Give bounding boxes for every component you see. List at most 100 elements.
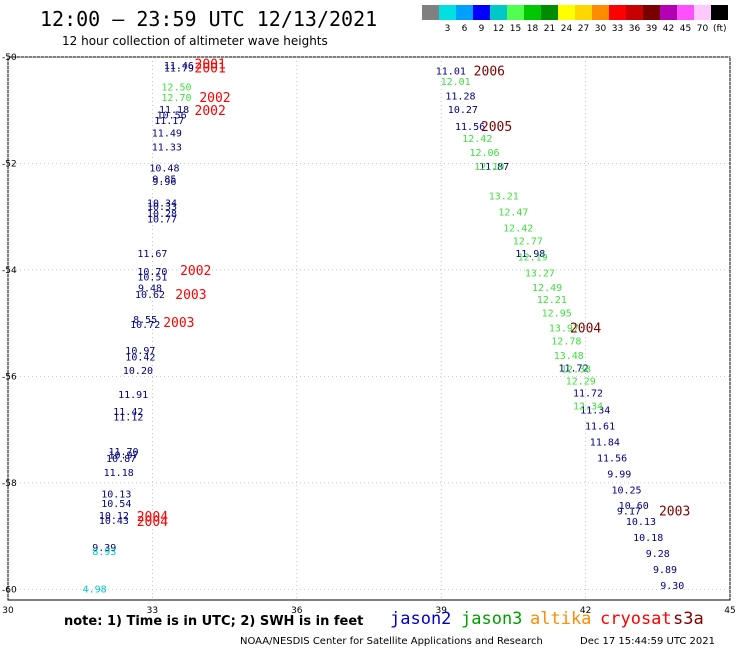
data-label: 9.85 (152, 174, 176, 185)
scale-swatch (660, 5, 677, 20)
data-label: 10.97 (108, 451, 138, 462)
hour-annotation: 2004 (137, 515, 168, 530)
data-label: 11.72 (559, 363, 589, 374)
scale-label: 24 (561, 24, 573, 34)
data-label: 12.78 (551, 337, 581, 348)
scale-label: 21 (544, 24, 555, 34)
data-label: 12.34 (573, 402, 603, 413)
data-label: 10.87 (106, 454, 136, 465)
scale-swatch (456, 5, 473, 20)
data-label: 10.25 (611, 485, 641, 496)
y-tick-label: -54 (2, 266, 17, 276)
data-label: 11.17 (154, 116, 184, 127)
hour-annotation: 2002 (199, 91, 230, 106)
legend-altika: altika (530, 609, 591, 629)
scale-label: 42 (663, 24, 674, 34)
scale-label: 18 (527, 24, 539, 34)
y-tick-label: -60 (2, 585, 17, 595)
legend-jason3: jason3 (461, 609, 522, 629)
scale-swatch (609, 5, 626, 20)
scale-swatch (541, 5, 558, 20)
legend-cryosat: cryosat (600, 609, 672, 629)
scale-swatch (694, 5, 711, 20)
data-label: 12.95 (542, 309, 572, 320)
data-label: 10.34 (147, 198, 177, 209)
scale-swatch (626, 5, 643, 20)
data-label: 12.49 (532, 283, 562, 294)
scale-label: 36 (629, 24, 641, 34)
data-label: 10.54 (101, 499, 131, 510)
data-label: 11.12 (113, 412, 143, 423)
y-tick-label: -58 (2, 479, 17, 489)
data-label: 9.89 (653, 565, 677, 576)
scale-swatch (558, 5, 575, 20)
data-label: 11.46 (164, 61, 194, 72)
chart-title: 12:00 – 23:59 UTC 12/13/2021 (40, 7, 377, 31)
scale-swatch (473, 5, 490, 20)
data-label: 10.42 (125, 353, 155, 364)
data-label: 11.61 (585, 421, 615, 432)
data-label: 11.18 (159, 105, 189, 116)
data-label: 10.77 (147, 214, 177, 225)
data-label: 12.19 (474, 162, 504, 173)
legend-jason2: jason2 (390, 609, 451, 629)
scale-label: 30 (595, 24, 607, 34)
y-tick-label: -56 (2, 372, 17, 382)
data-label: 11.34 (580, 405, 610, 416)
scale-label: 3 (445, 24, 451, 34)
scale-swatch (592, 5, 609, 20)
scale-label: 12 (493, 24, 504, 34)
data-label: 10.43 (99, 516, 129, 527)
data-label: 11.67 (137, 249, 167, 260)
data-label: 12.06 (469, 148, 499, 159)
scale-label: 33 (612, 24, 623, 34)
data-label: 11.84 (590, 437, 620, 448)
data-label: 10.18 (633, 533, 663, 544)
plot-area: 30 33 36 39 42 45 -50 -52 -54 -56 -58 -60 11.4611.79… (2, 53, 736, 616)
data-label: 12.42 (462, 134, 492, 145)
hour-annotation: 2001 (195, 57, 226, 72)
data-label: 9.99 (607, 469, 631, 480)
hour-annotation: 2002 (180, 264, 211, 279)
scale-swatch (507, 5, 524, 20)
data-label: 10.28 (147, 209, 177, 220)
data-label: 12.50 (161, 82, 191, 93)
hour-annotation: 2001 (195, 62, 226, 77)
data-label: 9.28 (646, 549, 670, 560)
hour-annotation: 2004 (570, 321, 601, 336)
data-label: 11.91 (118, 390, 148, 401)
x-tick-label: 45 (724, 606, 735, 616)
hour-annotation: 2005 (481, 120, 512, 135)
legend-s3a: s3a (673, 609, 704, 629)
data-label: 8.93 (92, 547, 116, 558)
data-label: 10.20 (123, 366, 153, 377)
data-label: 11.56 (597, 453, 627, 464)
data-label: 10.12 (99, 511, 129, 522)
data-label: 13.21 (489, 191, 519, 202)
data-label: 10.13 (626, 517, 656, 528)
data-label: 9.48 (138, 284, 162, 295)
data-label: 11.01 (436, 66, 466, 77)
x-tick-label: 33 (147, 606, 158, 616)
data-label: 11.18 (104, 468, 134, 479)
scale-label: 6 (462, 24, 468, 34)
scale-label: 70 (697, 24, 709, 34)
data-label: 13.97 (549, 323, 579, 334)
scale-swatch (677, 5, 694, 20)
scale-swatch (643, 5, 660, 20)
data-label: 12.70 (161, 93, 191, 104)
scale-swatch (711, 5, 728, 20)
data-label: 13.27 (525, 269, 555, 280)
x-tick-label: 36 (291, 606, 303, 616)
hour-annotation: 2004 (137, 510, 168, 525)
data-label: 10.70 (137, 267, 167, 278)
scale-unit-label: (ft) (713, 24, 727, 34)
data-label: 11.72 (573, 388, 603, 399)
data-label: 11.87 (479, 162, 509, 173)
data-label: 10.13 (101, 490, 131, 501)
footer-note: note: 1) Time is in UTC; 2) SWH is in fe… (64, 614, 363, 629)
scale-swatch (422, 5, 439, 20)
data-label: 13.48 (554, 351, 584, 362)
data-label: 10.27 (448, 105, 478, 116)
